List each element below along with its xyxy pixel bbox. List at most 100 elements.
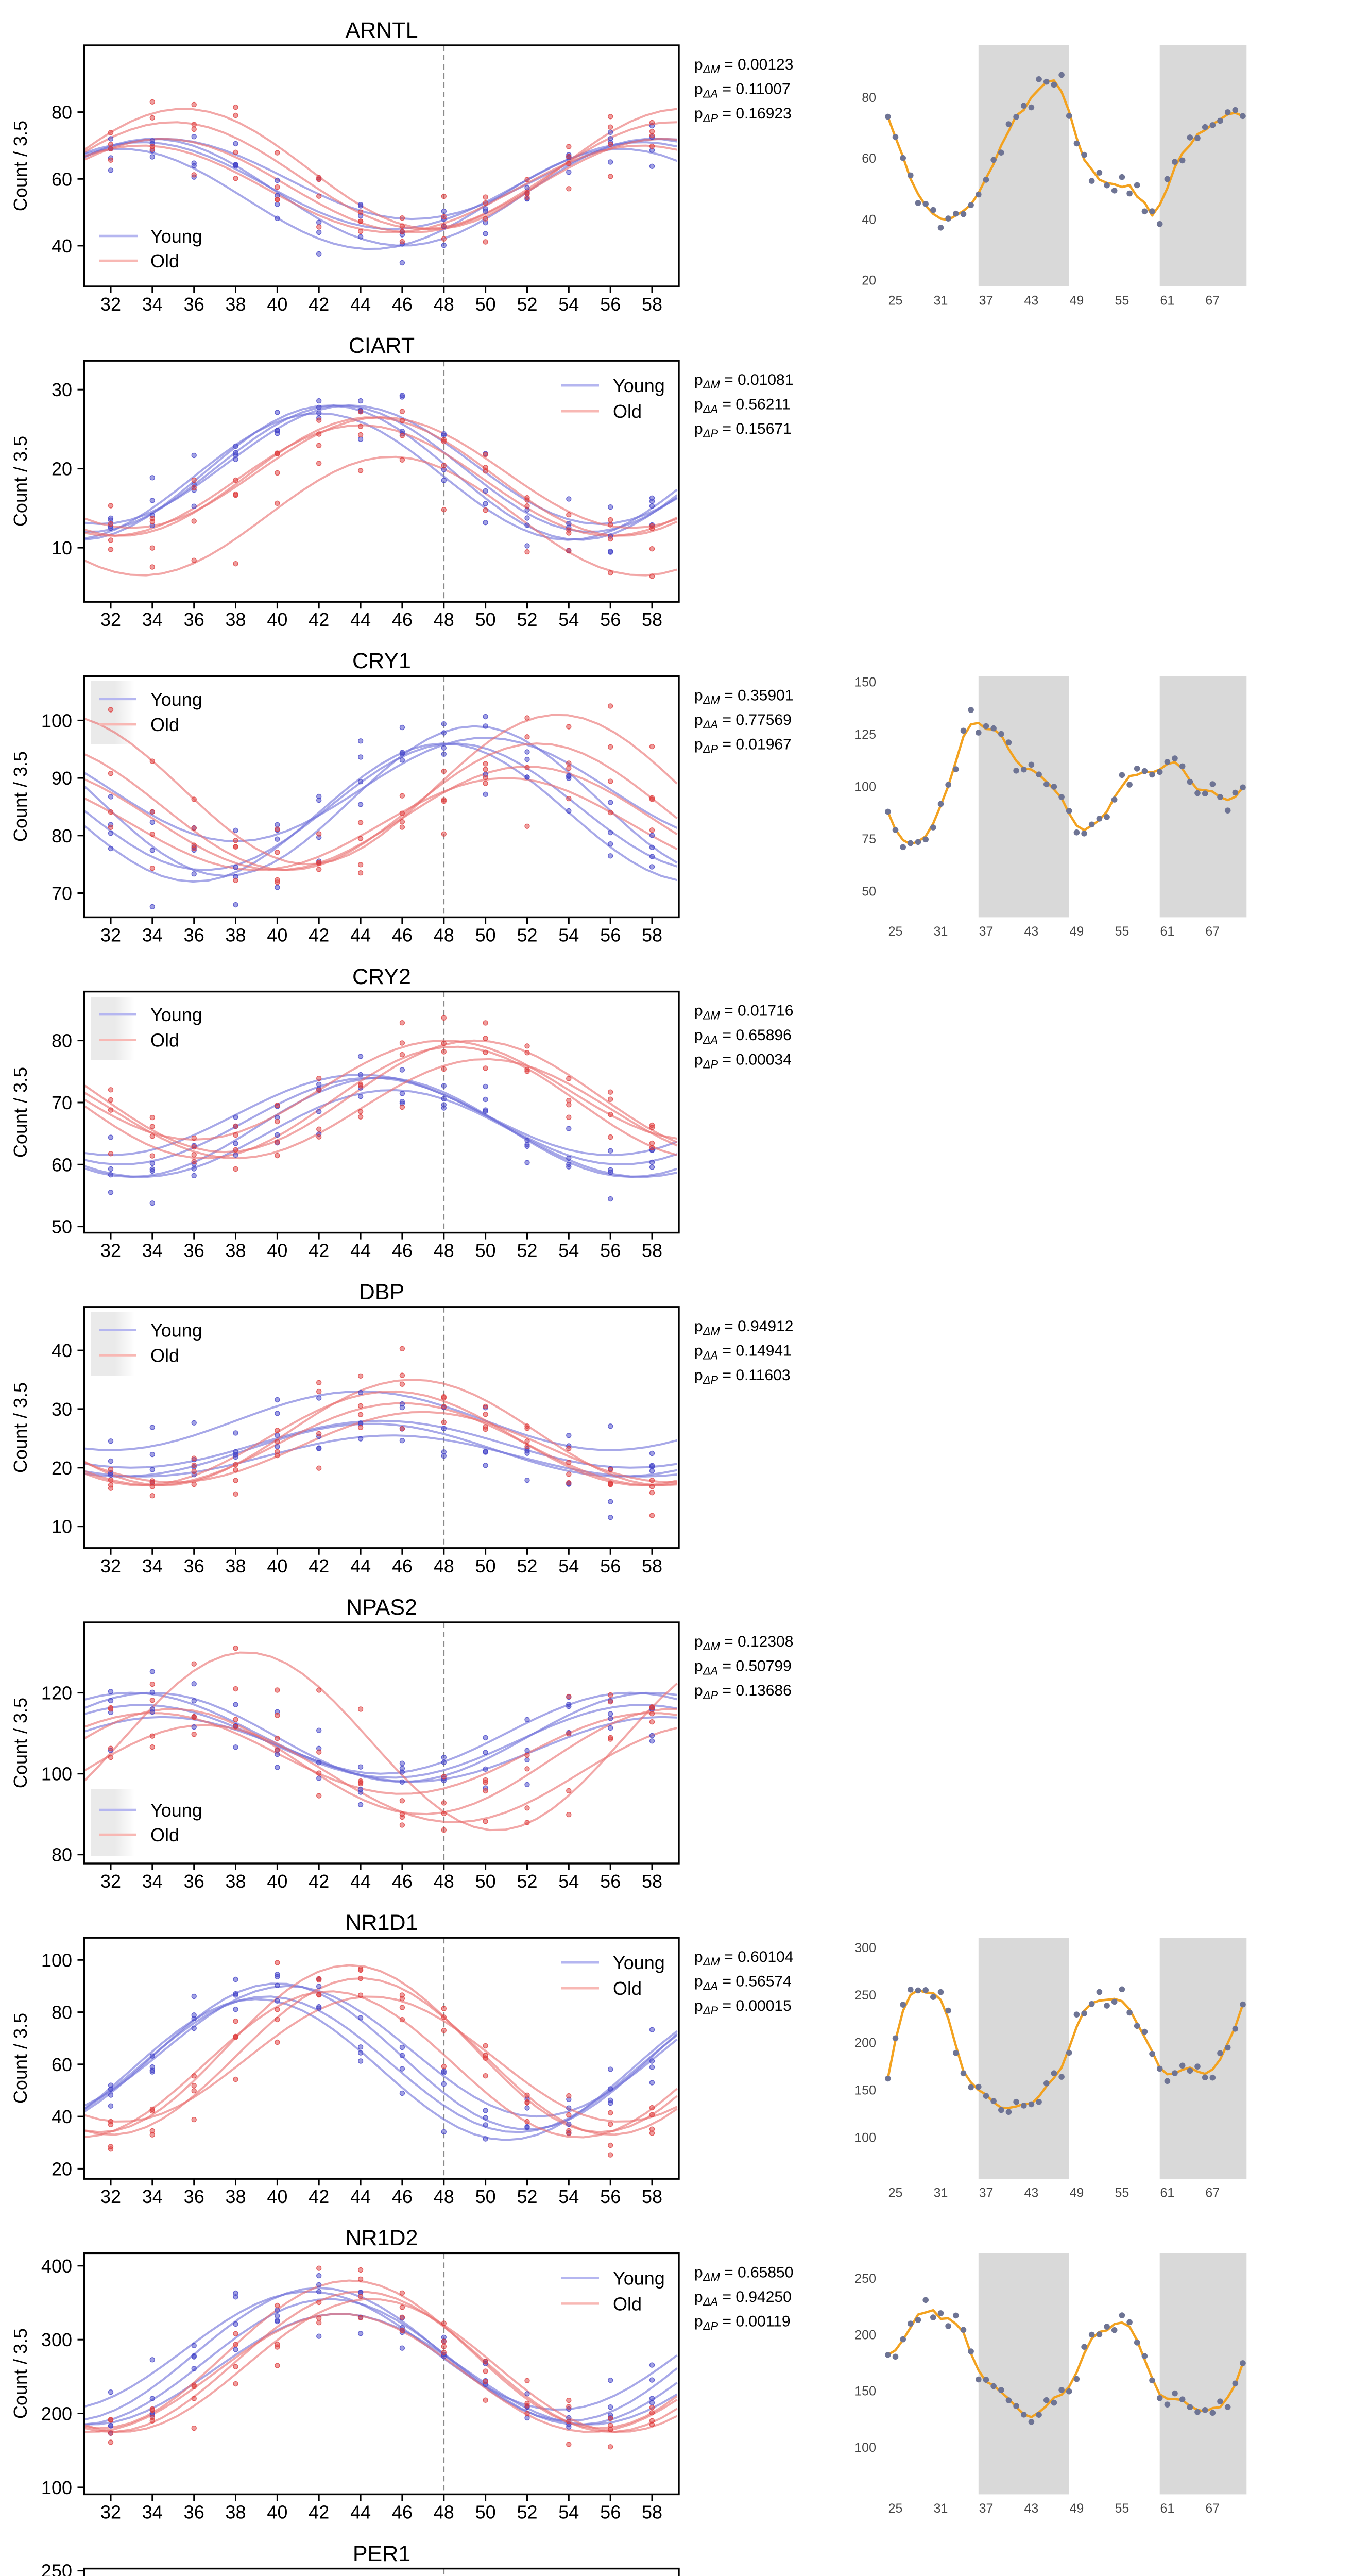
svg-text:50: 50 (475, 1871, 496, 1892)
svg-text:44: 44 (350, 1871, 371, 1892)
svg-text:CRY2: CRY2 (352, 964, 411, 989)
svg-text:PER1: PER1 (353, 2541, 410, 2566)
svg-text:Count / 3.5: Count / 3.5 (10, 1698, 31, 1788)
svg-text:150: 150 (854, 2384, 876, 2399)
svg-text:pΔP = 0.00119: pΔP = 0.00119 (694, 2313, 791, 2332)
svg-text:58: 58 (642, 1555, 662, 1577)
svg-text:52: 52 (517, 924, 537, 945)
svg-text:48: 48 (434, 294, 454, 315)
svg-text:Young: Young (150, 1319, 202, 1341)
svg-text:pΔM = 0.65850: pΔM = 0.65850 (694, 2264, 793, 2283)
svg-text:44: 44 (350, 294, 371, 315)
svg-text:Count / 3.5: Count / 3.5 (10, 2328, 31, 2419)
svg-text:43: 43 (1024, 294, 1038, 308)
svg-text:150: 150 (854, 675, 876, 690)
svg-text:50: 50 (475, 1240, 496, 1261)
svg-text:pΔA = 0.11007: pΔA = 0.11007 (694, 81, 791, 100)
svg-text:Young: Young (150, 1800, 202, 1821)
svg-text:34: 34 (142, 1555, 163, 1577)
svg-text:25: 25 (888, 294, 903, 308)
svg-text:48: 48 (434, 1555, 454, 1577)
svg-text:36: 36 (184, 2186, 204, 2207)
svg-text:38: 38 (225, 1871, 246, 1892)
svg-text:56: 56 (600, 2501, 621, 2522)
svg-text:40: 40 (267, 1871, 287, 1892)
svg-text:Old: Old (150, 1824, 179, 1845)
svg-text:80: 80 (52, 102, 72, 123)
svg-text:25: 25 (888, 924, 903, 939)
svg-text:250: 250 (41, 2561, 72, 2576)
svg-text:34: 34 (142, 1871, 163, 1892)
svg-text:49: 49 (1069, 294, 1084, 308)
svg-text:100: 100 (41, 1950, 72, 1971)
svg-text:48: 48 (434, 924, 454, 945)
svg-text:52: 52 (517, 1240, 537, 1261)
svg-text:100: 100 (854, 2131, 876, 2145)
svg-text:CRY1: CRY1 (352, 649, 411, 673)
svg-text:Young: Young (150, 226, 202, 247)
svg-text:46: 46 (392, 2186, 413, 2207)
svg-text:80: 80 (52, 1030, 72, 1052)
svg-text:200: 200 (854, 2036, 876, 2050)
svg-text:54: 54 (558, 1555, 579, 1577)
svg-text:34: 34 (142, 2186, 163, 2207)
svg-text:36: 36 (184, 1240, 204, 1261)
svg-text:42: 42 (309, 1240, 329, 1261)
svg-text:100: 100 (854, 2441, 876, 2455)
svg-text:44: 44 (350, 1240, 371, 1261)
svg-text:NPAS2: NPAS2 (346, 1595, 417, 1620)
svg-text:40: 40 (267, 2186, 287, 2207)
svg-text:50: 50 (475, 609, 496, 630)
svg-text:43: 43 (1024, 2501, 1038, 2516)
svg-text:NR1D1: NR1D1 (346, 1910, 418, 1935)
svg-text:48: 48 (434, 1871, 454, 1892)
svg-text:40: 40 (267, 609, 287, 630)
svg-text:20: 20 (52, 2158, 72, 2179)
svg-text:Count / 3.5: Count / 3.5 (10, 121, 31, 211)
svg-text:54: 54 (558, 924, 579, 945)
svg-text:pΔM = 0.60104: pΔM = 0.60104 (694, 1948, 793, 1968)
svg-text:40: 40 (267, 294, 287, 315)
svg-text:ARNTL: ARNTL (346, 18, 418, 43)
svg-text:60: 60 (862, 151, 876, 166)
svg-text:61: 61 (1160, 2501, 1174, 2516)
svg-text:36: 36 (184, 294, 204, 315)
svg-text:Young: Young (150, 1004, 202, 1025)
svg-text:Count / 3.5: Count / 3.5 (10, 1067, 31, 1158)
svg-text:42: 42 (309, 609, 329, 630)
svg-text:pΔM = 0.01081: pΔM = 0.01081 (694, 371, 793, 391)
svg-text:52: 52 (517, 1871, 537, 1892)
svg-text:pΔA = 0.56574: pΔA = 0.56574 (694, 1973, 792, 1993)
svg-text:250: 250 (854, 1988, 876, 2003)
svg-text:61: 61 (1160, 294, 1174, 308)
svg-text:300: 300 (41, 2329, 72, 2350)
svg-text:54: 54 (558, 1871, 579, 1892)
svg-text:48: 48 (434, 609, 454, 630)
svg-text:42: 42 (309, 1555, 329, 1577)
svg-text:32: 32 (100, 2501, 121, 2522)
svg-text:10: 10 (52, 1516, 72, 1537)
svg-text:52: 52 (517, 2501, 537, 2522)
svg-text:55: 55 (1115, 294, 1129, 308)
svg-text:32: 32 (100, 1240, 121, 1261)
svg-text:400: 400 (41, 2256, 72, 2277)
svg-text:49: 49 (1069, 924, 1084, 939)
svg-text:42: 42 (309, 2501, 329, 2522)
svg-text:100: 100 (41, 710, 72, 731)
svg-text:40: 40 (52, 1340, 72, 1361)
svg-text:36: 36 (184, 2501, 204, 2522)
svg-text:50: 50 (475, 2186, 496, 2207)
svg-text:pΔP = 0.00034: pΔP = 0.00034 (694, 1052, 792, 1071)
svg-text:60: 60 (52, 168, 72, 190)
svg-text:46: 46 (392, 609, 413, 630)
svg-text:Old: Old (150, 250, 179, 272)
svg-text:20: 20 (862, 274, 876, 288)
svg-text:20: 20 (52, 459, 72, 480)
svg-text:30: 30 (52, 379, 72, 400)
svg-text:56: 56 (600, 924, 621, 945)
svg-text:60: 60 (52, 1154, 72, 1175)
svg-text:pΔA = 0.56211: pΔA = 0.56211 (694, 396, 791, 416)
svg-text:60: 60 (52, 2054, 72, 2075)
svg-text:34: 34 (142, 294, 163, 315)
svg-text:42: 42 (309, 2186, 329, 2207)
